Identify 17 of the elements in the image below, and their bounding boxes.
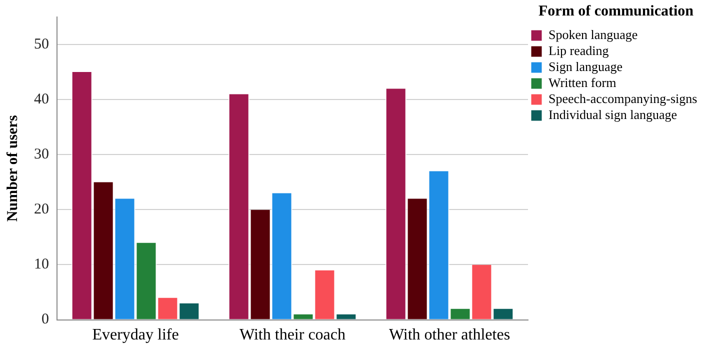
x-tick-label: With other athletes [388, 326, 510, 344]
y-tick-label: 40 [34, 92, 49, 108]
y-axis-title: Number of users [4, 115, 21, 222]
legend-label: Individual sign language [548, 106, 678, 122]
legend-title: Form of communication [538, 3, 694, 20]
x-tick-label: Everyday life [92, 326, 179, 344]
legend-label: Spoken language [548, 26, 638, 42]
y-tick-label: 20 [34, 202, 49, 218]
legend-label: Lip reading [548, 42, 610, 58]
legend-label: Speech-accompanying-signs [548, 90, 698, 106]
legend-label: Sign language [548, 58, 623, 74]
x-tick-label: With their coach [240, 326, 346, 344]
legend-label: Written form [548, 74, 616, 90]
y-tick-label: 0 [42, 312, 49, 328]
y-tick-label: 50 [34, 36, 49, 52]
y-tick-label: 30 [34, 146, 49, 163]
y-tick-label: 10 [34, 256, 49, 273]
